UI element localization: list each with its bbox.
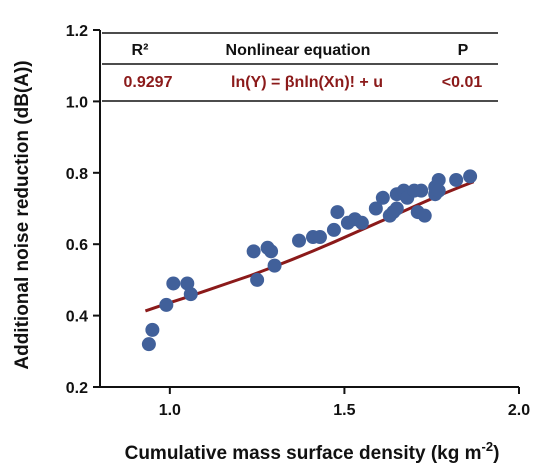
data-point [246, 244, 261, 259]
x-tick-label: 2.0 [508, 402, 530, 419]
x-axis-title-exponent: -2 [482, 439, 494, 454]
data-point [431, 172, 446, 187]
fit-line [144, 180, 475, 313]
y-tick-label: 0.6 [66, 237, 88, 254]
data-point [368, 201, 383, 216]
data-point [180, 276, 195, 291]
data-point [250, 272, 265, 287]
data-point [449, 172, 464, 187]
table-header-r2: R² [132, 42, 149, 59]
table-value-equation: ln(Y) = βnln(Xn)! + u [231, 74, 383, 91]
x-axis-title-close: ) [493, 443, 499, 464]
x-axis-title: Cumulative mass surface density (kg m-2) [125, 439, 500, 464]
data-point [375, 190, 390, 205]
x-axis-ticks: 1.0 1.5 2.0 [159, 387, 530, 419]
data-point [166, 276, 181, 291]
data-point [267, 258, 282, 273]
data-point [145, 322, 160, 337]
stats-table: R² Nonlinear equation P 0.9297 ln(Y) = β… [102, 32, 498, 102]
y-tick-label: 0.2 [66, 380, 88, 397]
data-point [417, 208, 432, 223]
x-tick-label: 1.0 [159, 402, 181, 419]
y-tick-label: 0.8 [66, 166, 88, 183]
y-tick-label: 1.2 [66, 23, 88, 40]
y-axis-ticks: 0.2 0.4 0.6 0.8 1.0 1.2 [66, 23, 100, 397]
table-header-equation: Nonlinear equation [226, 42, 371, 59]
data-point [431, 183, 446, 198]
data-point [183, 287, 198, 302]
data-point [159, 297, 174, 312]
x-axis-title-main: Cumulative mass surface density (kg m [125, 443, 482, 464]
data-point [326, 222, 341, 237]
y-tick-label: 0.4 [66, 309, 88, 326]
data-points [141, 169, 478, 352]
data-point [463, 169, 478, 184]
table-header-p: P [458, 42, 469, 59]
data-point [264, 244, 279, 259]
table-value-p: <0.01 [442, 74, 483, 91]
y-tick-label: 1.0 [66, 94, 88, 111]
table-value-r2: 0.9297 [124, 74, 173, 91]
data-point [292, 233, 307, 248]
data-point [312, 230, 327, 245]
data-point [354, 215, 369, 230]
data-point [389, 201, 404, 216]
data-point [330, 205, 345, 220]
y-axis-title: Additional noise reduction (dB(A)) [12, 60, 33, 369]
data-point [414, 183, 429, 198]
data-point [141, 337, 156, 352]
x-tick-label: 1.5 [333, 402, 355, 419]
